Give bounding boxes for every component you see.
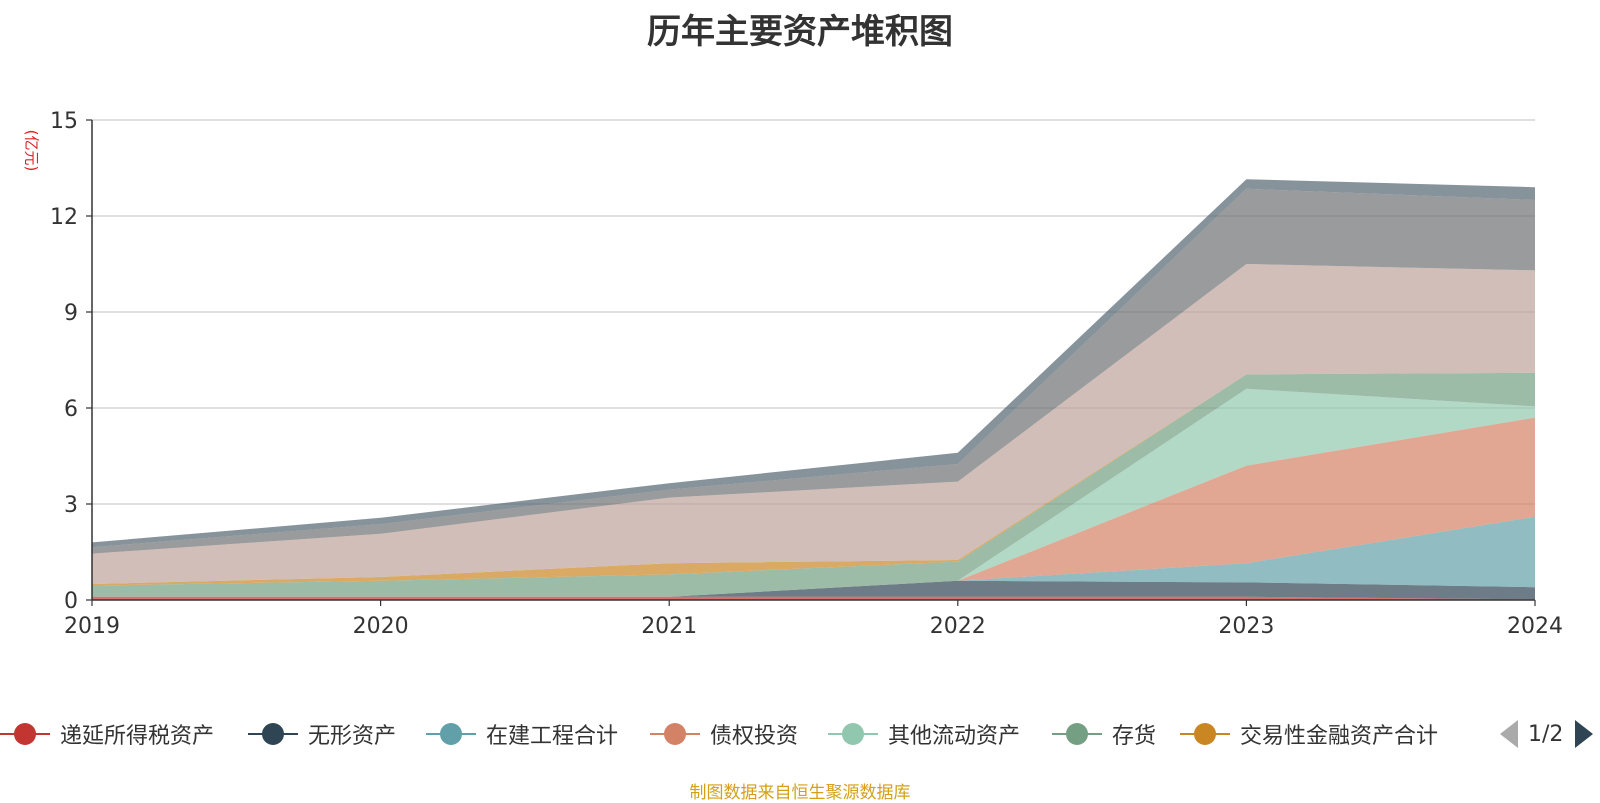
area-series-1[interactable] <box>92 596 1535 600</box>
area-series-3[interactable] <box>92 516 1535 597</box>
area-series-6[interactable] <box>92 372 1535 597</box>
x-tick-label: 2023 <box>1218 614 1274 639</box>
area-series-8[interactable] <box>92 264 1535 584</box>
legend-label: 存货 <box>1112 724 1157 749</box>
legend-item[interactable]: 交易性金融资产合计 <box>1180 716 1438 752</box>
y-tick-label: 6 <box>64 397 78 422</box>
x-tick-label: 2021 <box>641 614 697 639</box>
area-series-9[interactable] <box>92 188 1535 554</box>
legend-swatch-icon <box>426 716 476 752</box>
y-tick-label: 15 <box>50 109 78 134</box>
legend-next-page-icon[interactable] <box>1575 720 1594 748</box>
legend-item[interactable]: 在建工程合计 <box>426 716 618 752</box>
legend-swatch-dot <box>262 723 284 745</box>
legend-item[interactable]: 递延所得税资产 <box>0 716 214 752</box>
axes <box>91 120 1535 601</box>
x-tick-label: 2019 <box>64 614 120 639</box>
y-tick-label: 3 <box>64 493 78 518</box>
x-tick-label: 2024 <box>1507 614 1563 639</box>
legend-swatch-icon <box>650 716 700 752</box>
legend-page-indicator: 1/2 <box>1528 721 1564 747</box>
y-tick-label: 12 <box>50 205 78 230</box>
legend-item[interactable]: 其他流动资产 <box>828 716 1020 752</box>
source-note: 制图数据来自恒生聚源数据库 <box>689 783 911 803</box>
x-tick-label: 2022 <box>930 614 986 639</box>
legend-item[interactable]: 无形资产 <box>248 716 396 752</box>
legend-swatch-dot <box>1066 723 1088 745</box>
legend-swatch-dot <box>14 723 36 745</box>
legend-item[interactable]: 存货 <box>1052 716 1156 752</box>
stacked-area-chart: 0 3 6 9 12 15 2019 2020 2021 2022 2023 2024 <box>50 109 1563 639</box>
legend-swatch-dot <box>1194 723 1216 745</box>
area-series-10[interactable] <box>92 179 1535 548</box>
legend: 递延所得税资产 无形资产 在建工程合计 债权投资 其他流动资产 存货 交易性金融资产合计 <box>0 716 1600 752</box>
legend-swatch-icon <box>1052 716 1102 752</box>
x-tick-label: 2020 <box>353 614 409 639</box>
legend-prev-page-icon[interactable] <box>1500 720 1518 748</box>
legend-swatch-icon <box>248 716 298 752</box>
area-series-2[interactable] <box>92 580 1535 600</box>
area-series-4[interactable] <box>92 417 1535 597</box>
chart-title: 历年主要资产堆积图 <box>647 12 953 52</box>
legend-swatch-icon <box>0 716 50 752</box>
tick-labels: 0 3 6 9 12 15 2019 2020 2021 2022 2023 2024 <box>50 109 1563 639</box>
legend-pager: 1/2 <box>1500 716 1594 752</box>
legend-item[interactable]: 债权投资 <box>650 716 798 752</box>
legend-label: 其他流动资产 <box>888 724 1021 749</box>
legend-label: 递延所得税资产 <box>60 724 215 749</box>
legend-swatch-icon <box>1180 716 1230 752</box>
legend-swatch-dot <box>664 723 686 745</box>
legend-label: 债权投资 <box>710 724 799 749</box>
legend-label: 在建工程合计 <box>486 724 619 749</box>
legend-label: 无形资产 <box>308 724 397 749</box>
y-tick-label: 0 <box>64 589 78 614</box>
area-series-layer <box>92 179 1535 600</box>
area-series-5[interactable] <box>92 388 1535 597</box>
legend-swatch-dot <box>842 723 864 745</box>
legend-swatch-icon <box>828 716 878 752</box>
legend-swatch-dot <box>440 723 462 745</box>
y-tick-label: 9 <box>64 301 78 326</box>
legend-label: 交易性金融资产合计 <box>1240 724 1439 749</box>
